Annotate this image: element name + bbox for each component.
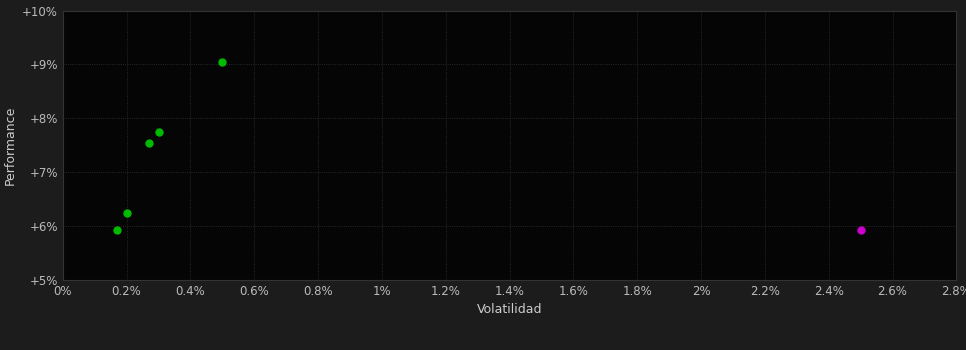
- X-axis label: Volatilidad: Volatilidad: [477, 303, 542, 316]
- Y-axis label: Performance: Performance: [4, 106, 16, 185]
